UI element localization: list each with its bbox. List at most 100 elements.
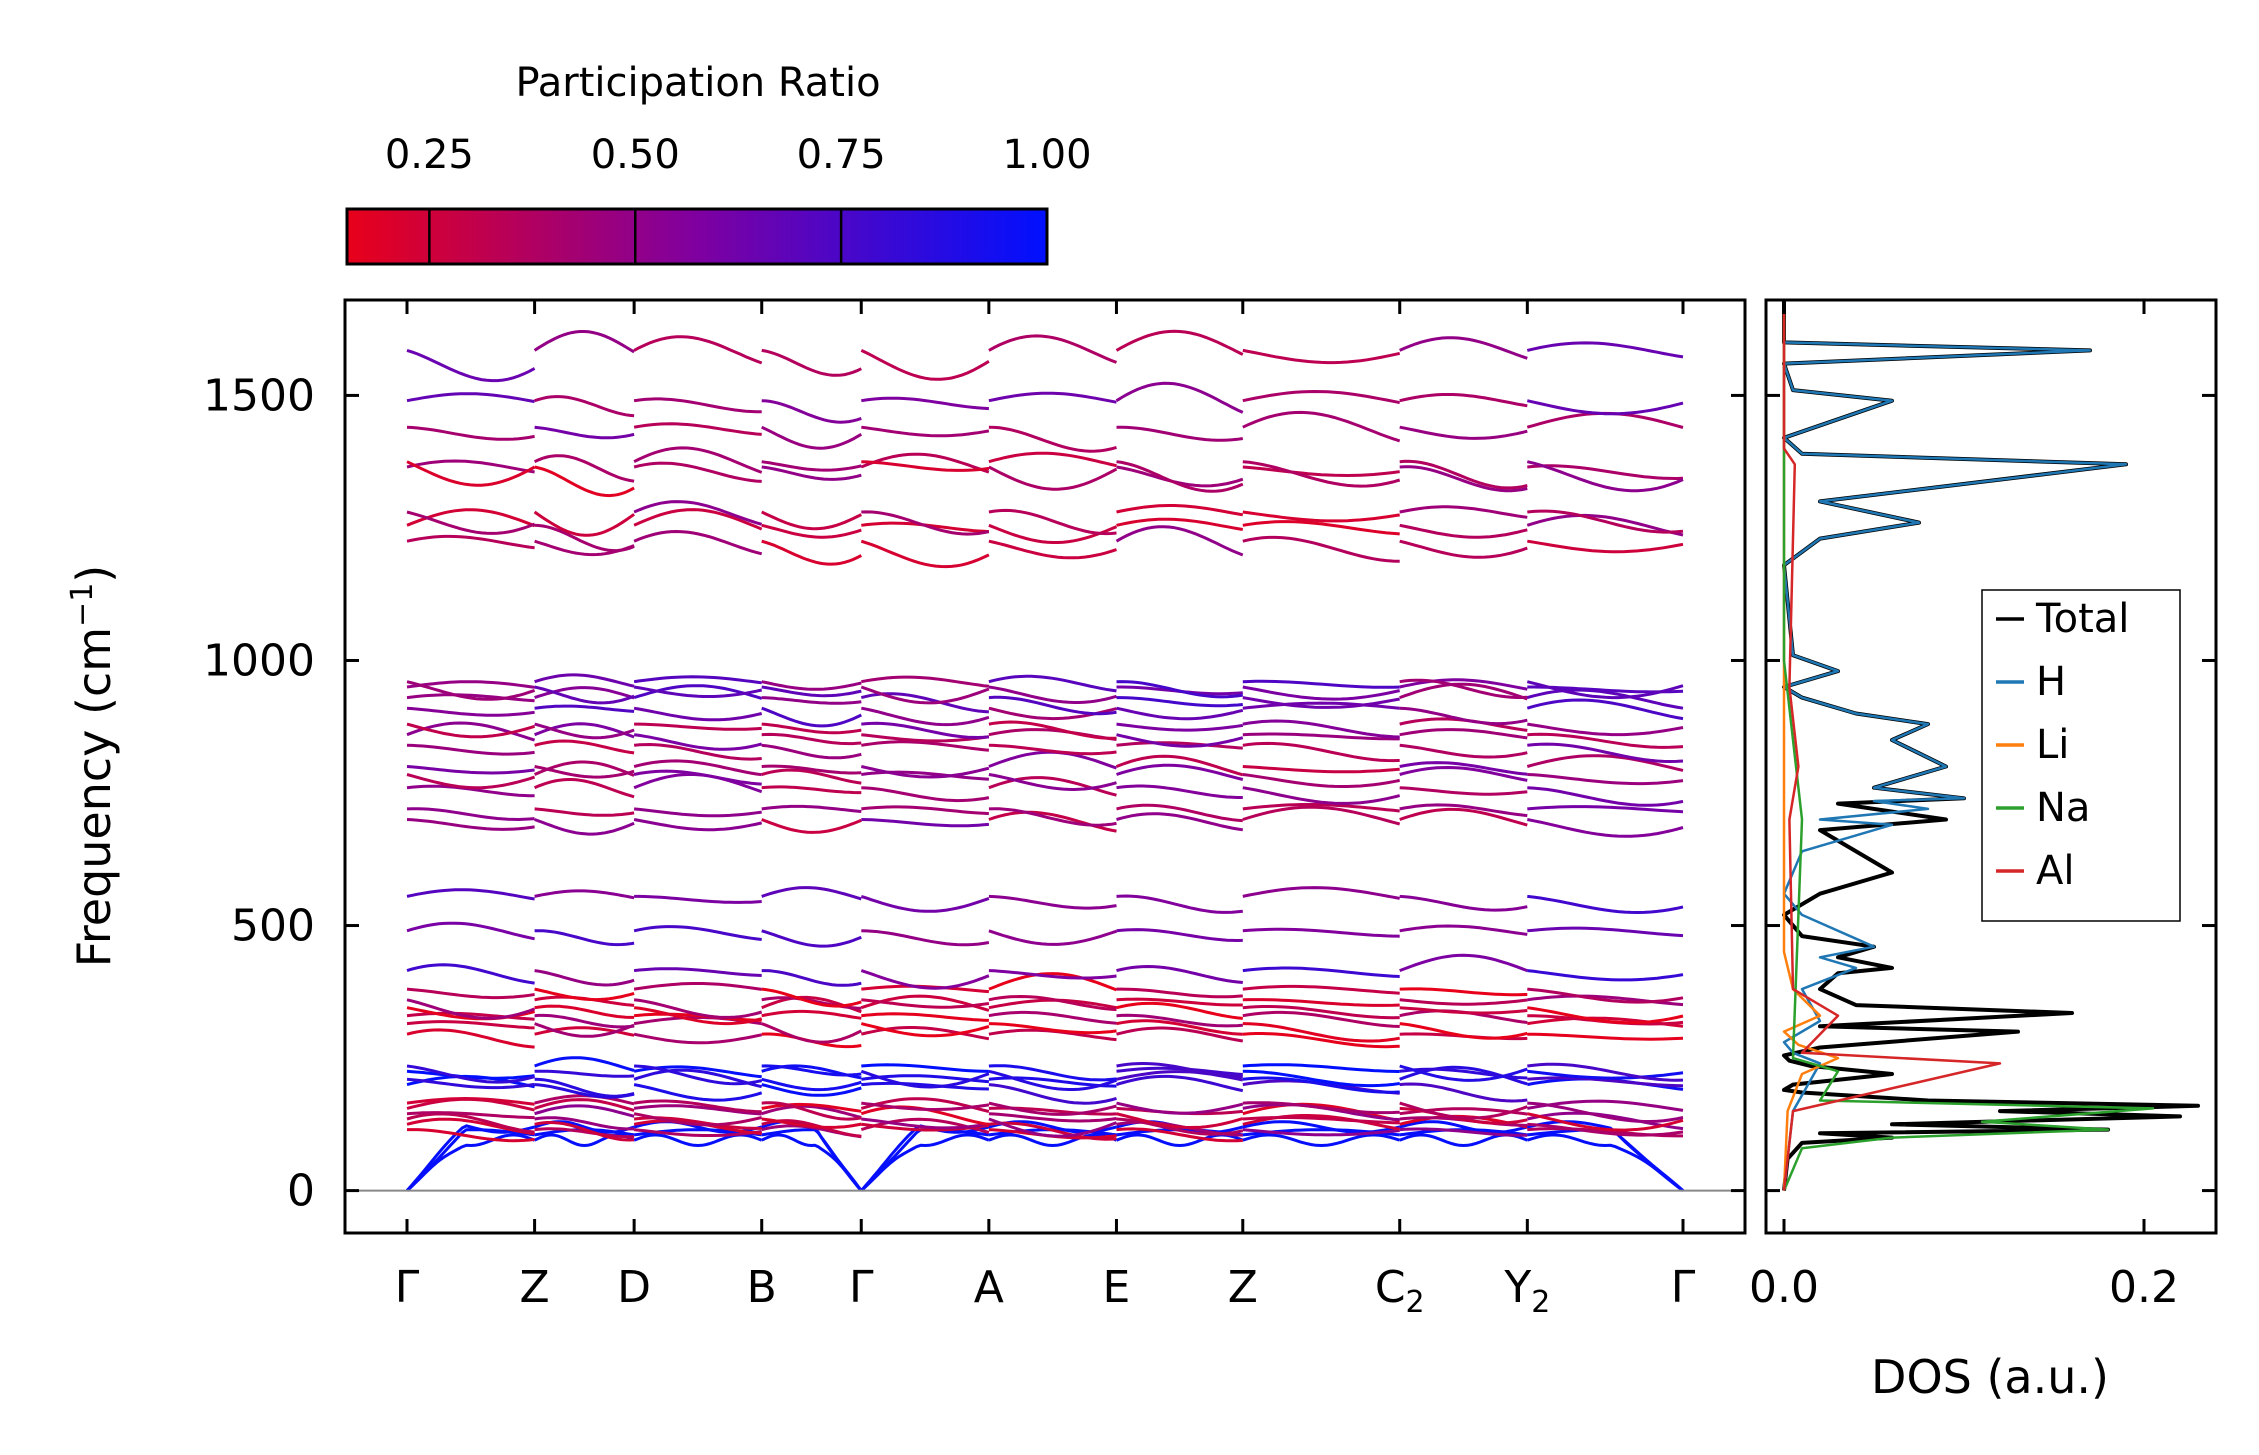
phonon-band <box>861 396 989 411</box>
phonon-band <box>761 1009 862 1020</box>
phonon-band <box>534 1121 635 1142</box>
phonon-band <box>1399 539 1528 559</box>
phonon-band <box>1399 1022 1528 1040</box>
kpath-label: A <box>974 1262 1004 1313</box>
phonon-band <box>1242 460 1401 488</box>
phonon-band <box>1116 706 1244 721</box>
phonon-band <box>1242 1128 1400 1137</box>
phonon-band <box>1526 698 1684 721</box>
phonon-band <box>534 739 635 755</box>
phonon-band <box>861 733 990 743</box>
colorbar-tick-label: 1.00 <box>1002 132 1091 178</box>
phonon-band <box>406 392 535 404</box>
phonon-band <box>761 1064 862 1077</box>
kpath-label: D <box>617 1262 651 1313</box>
phonon-band <box>1242 465 1400 478</box>
phonon-band <box>860 1069 990 1089</box>
phonon-band <box>860 894 990 913</box>
phonon-band <box>633 1112 763 1127</box>
phonon-band <box>1526 399 1684 416</box>
phonon-band <box>633 998 763 1019</box>
legend-label: Li <box>2036 722 2069 768</box>
phonon-band <box>988 465 1118 491</box>
phonon-band <box>633 1104 762 1116</box>
phonon-band <box>761 1102 862 1113</box>
phonon-band <box>861 1063 989 1073</box>
phonon-band <box>406 1077 535 1090</box>
phonon-band <box>633 982 762 991</box>
phonon-band <box>1399 336 1528 360</box>
phonon-band <box>761 804 862 813</box>
phonon-band <box>1116 1013 1243 1028</box>
phonon-band <box>1242 1022 1400 1043</box>
phonon-band <box>534 395 635 418</box>
phonon-band <box>761 1077 862 1092</box>
phonon-band <box>1527 1076 1684 1088</box>
phonon-band <box>633 1099 762 1114</box>
phonon-band <box>534 673 635 688</box>
phonon-band <box>988 969 1117 980</box>
phonon-band <box>761 399 862 424</box>
phonon-band <box>1116 894 1243 914</box>
phonon-band <box>861 460 990 472</box>
phonon-band <box>1116 1074 1244 1093</box>
phonon-band <box>1116 1101 1244 1115</box>
phonon-band <box>534 807 635 817</box>
phonon-band <box>988 508 1117 536</box>
phonon-band <box>406 784 535 798</box>
phonon-band <box>1527 969 1684 982</box>
phonon-band <box>761 510 862 531</box>
phonon-band <box>1116 425 1244 442</box>
phonon-band <box>1527 1099 1684 1112</box>
phonon-band <box>1116 803 1243 823</box>
phonon-band <box>1527 1069 1684 1080</box>
phonon-band <box>1242 886 1400 900</box>
acoustic-branch <box>1399 1133 1528 1148</box>
phonon-band <box>633 335 763 365</box>
phonon-band <box>406 693 535 703</box>
phonon-band <box>1527 894 1684 915</box>
phonon-band <box>633 529 763 556</box>
colorbar-ticks: 0.25 0.50 0.75 1.00 <box>385 132 1092 264</box>
phonon-band <box>1242 773 1400 788</box>
phonon-band <box>1116 997 1243 1007</box>
phonon-band <box>761 732 862 746</box>
phonon-band <box>988 685 1117 704</box>
phonon-band <box>861 786 990 803</box>
phonon-band <box>988 720 1117 740</box>
phonon-band <box>406 921 535 941</box>
phonon-band <box>533 454 635 483</box>
phonon-band <box>633 685 763 698</box>
y-axis-label: Frequency (cm−1) <box>65 565 121 968</box>
acoustic-branch <box>1527 1128 1684 1192</box>
phonon-band <box>633 1032 763 1045</box>
phonon-band <box>1116 696 1243 708</box>
phonon-band <box>633 446 763 474</box>
phonon-band <box>1527 1062 1684 1082</box>
phonon-band <box>633 1128 762 1137</box>
phonon-band <box>761 929 862 948</box>
phonon-band <box>1527 1101 1684 1123</box>
phonon-band <box>1527 464 1684 481</box>
phonon-band <box>761 706 862 728</box>
phonon-band <box>534 465 635 498</box>
phonon-band <box>1242 1010 1400 1028</box>
phonon-band <box>1116 1117 1244 1136</box>
phonon-band <box>633 818 763 832</box>
phonon-band <box>633 508 763 531</box>
band-axes-frame <box>343 298 1747 1235</box>
dos-axes-frame <box>1764 298 2218 1235</box>
phonon-band <box>861 706 990 727</box>
phonon-band <box>633 500 763 526</box>
phonon-band <box>861 675 990 688</box>
phonon-band <box>534 1056 635 1072</box>
phonon-band <box>988 1117 1118 1138</box>
phonon-band <box>406 348 536 383</box>
acoustic-branch <box>1242 1133 1401 1148</box>
phonon-band <box>1116 680 1244 699</box>
phonon-band <box>1116 1019 1243 1036</box>
colorbar-gradient <box>345 207 1049 266</box>
phonon-band <box>761 743 862 760</box>
phonon-band <box>1527 732 1684 749</box>
phonon-band <box>534 1127 635 1139</box>
